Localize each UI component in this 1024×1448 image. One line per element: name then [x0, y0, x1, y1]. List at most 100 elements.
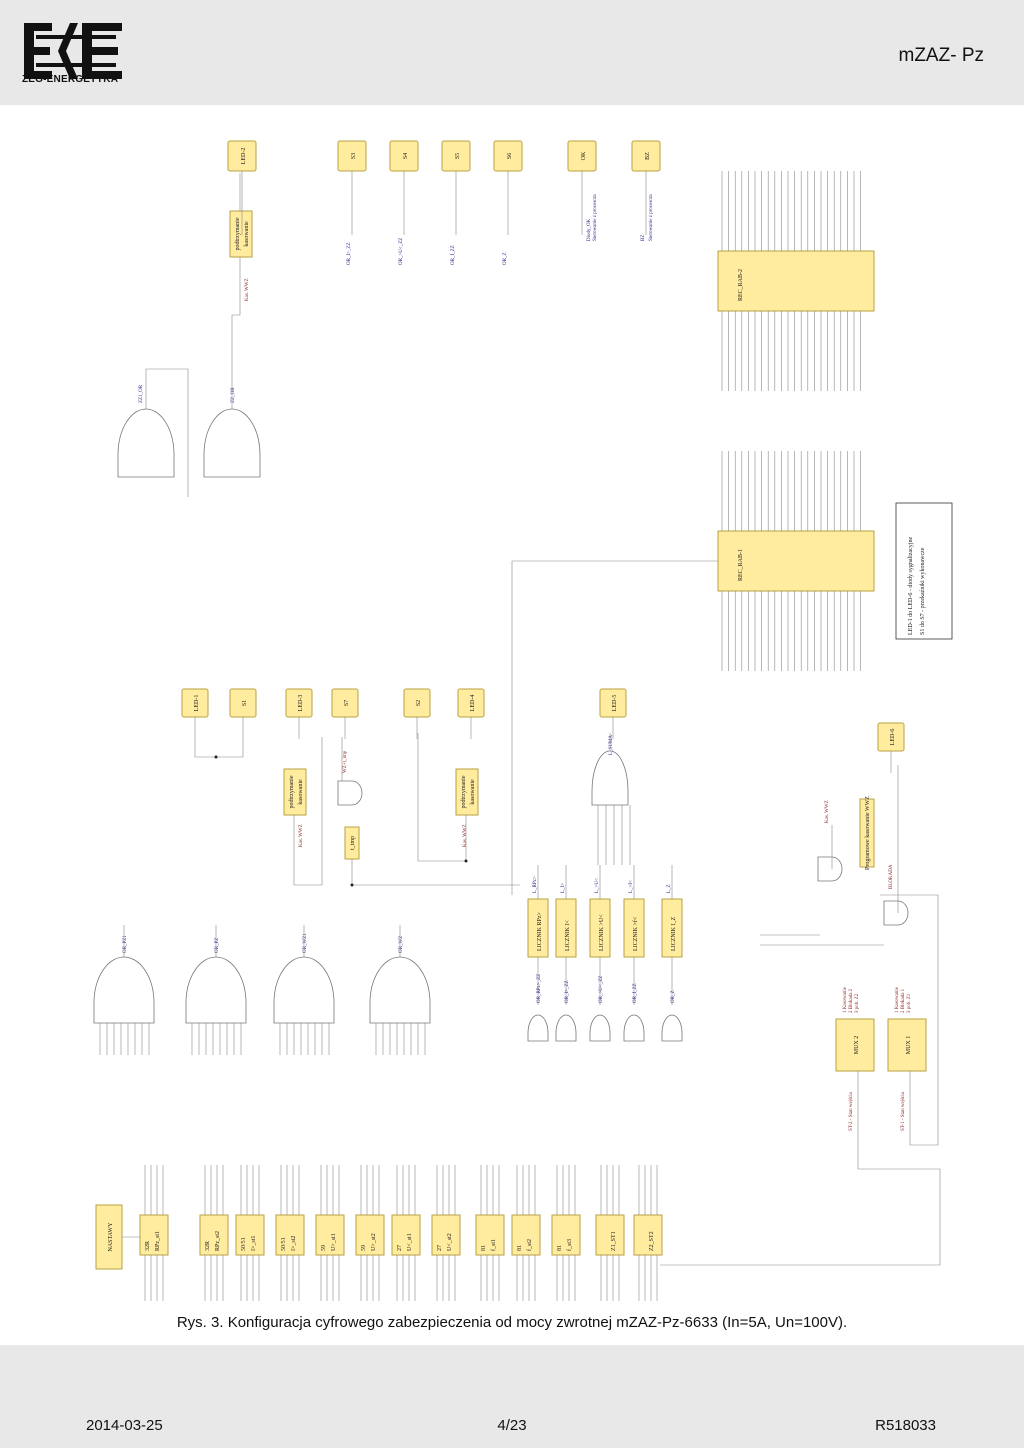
protection-block-name: U<_st1 [407, 1233, 413, 1251]
mux-1-block: MUX 1 [887, 1018, 927, 1072]
lower-or-gate-label: OR_PZ [215, 938, 220, 953]
protection-block-9: 81 f_st1 [475, 1165, 505, 1301]
svg-text:t_imp: t_imp [350, 836, 356, 850]
reset-and-gate [817, 856, 843, 882]
upper-signal-label: OR_Z [503, 253, 508, 266]
rec-block-2: REC_RAB-2 [717, 250, 875, 312]
upper-or-gate-2 [203, 408, 261, 478]
blokada-and-gate [883, 900, 909, 926]
programmable-reset-block: Programowe kasowanie WWZ [859, 796, 875, 870]
output-s1: S1 [229, 688, 257, 739]
protection-block-name: U>_st2 [371, 1233, 377, 1251]
mux-2-label: MUX 2 [854, 1036, 860, 1055]
protection-block-name: RPz_st2 [215, 1231, 221, 1251]
protection-block-name: f_st2 [526, 1239, 533, 1251]
protection-block-code: 50/51 [241, 1237, 247, 1251]
mux-2-block: MUX 2 [835, 1018, 875, 1072]
svg-text:kasowanie: kasowanie [298, 779, 304, 805]
counter-input-label: OR_I>_ZZ [565, 980, 570, 1003]
bz-text-2: Sterowanie z procesora [649, 194, 654, 241]
rec-block-1: REC_RAB-1 [717, 530, 875, 592]
mux-2-input-1: 1 Kasowanie [843, 986, 848, 1013]
lower-or-gate-1: OR_PZ1 [93, 925, 155, 1055]
output-label: S6 [507, 153, 513, 159]
output-label: LED-4 [470, 695, 476, 712]
footer-document-code: R518033 [875, 1417, 936, 1434]
protection-block-code: 59 [361, 1245, 367, 1251]
output-label: S3 [351, 153, 357, 159]
legend-line-2: S1 do S7 - przekaźniki wykonawcze [920, 547, 926, 635]
counter-label: LICZNIK >U< [599, 914, 605, 951]
protection-block-8: 27 U<_st2 [431, 1165, 461, 1301]
counter-output-label: L_Z [667, 884, 672, 893]
protection-block-10: 81 f_st2 [511, 1165, 541, 1301]
counter-output-label: L_>U< [595, 878, 600, 893]
t-imp-block: t_imp [344, 826, 360, 860]
mux-1-output: ST-1 - Stan wejścia [901, 1091, 906, 1131]
protection-block-code: 81 [557, 1245, 563, 1251]
protection-block-1: 32R RPz_st1 [139, 1165, 169, 1301]
counter-output-label: L_>f< [629, 880, 634, 893]
rec-pins [721, 171, 861, 671]
output-label: S7 [344, 700, 350, 706]
upper-signals: OR_I>_ZZ OR_>U<_ZZ OR_f_ZZ OR_Z [347, 238, 508, 265]
upper-or-gate-1 [117, 408, 175, 478]
upper-signal-label: OR_>U<_ZZ [399, 238, 404, 265]
output-label: S1 [242, 700, 248, 706]
svg-text:kasowanie: kasowanie [470, 779, 476, 805]
output-led-3: LED-3 [285, 688, 313, 739]
settings-block: NASTAWY [95, 1204, 123, 1270]
protection-block-code: 32R [145, 1241, 151, 1251]
protection-block-code: 59 [321, 1245, 327, 1251]
mux-1-label: MUX 1 [906, 1036, 912, 1055]
output-label: LED-3 [298, 695, 304, 712]
counter-input-label: OR_Z [671, 991, 676, 1004]
ok-text-2: Sterowanie z procesora [593, 194, 598, 241]
programmable-reset-label: Programowe kasowanie WWZ [865, 796, 871, 870]
protection-block-name: U<_st2 [447, 1233, 453, 1251]
protection-block-7: 27 U<_st1 [391, 1165, 421, 1301]
wz-imp-label: WZ+t_imp [343, 750, 348, 773]
kas-wwz-label-2: Kas. WWZ [463, 824, 468, 847]
bz-text-1: BZ [641, 235, 646, 241]
lower-or-gate-2: OR_PZ [185, 925, 247, 1055]
output-s2: S2 [403, 688, 431, 739]
output-s7: S7 [331, 688, 359, 739]
output-s6: S6 [493, 140, 523, 235]
protection-block-code: 50/51 [281, 1237, 287, 1251]
protection-block-code: 27 [437, 1245, 443, 1251]
hold-reset-block-1: podtrzymanie kasowanie [283, 768, 307, 816]
mux-1-input-1: 1 Kasowanie [895, 986, 900, 1013]
output-led-5: LED-5 [599, 688, 627, 739]
counter-input-label: OR_>U<_ZZ [599, 976, 604, 1003]
protection-block-12: Z1_ST1 [595, 1165, 625, 1301]
mux-2-input-3: 3 pob. Z2 [855, 993, 860, 1013]
lower-outputs: LED-1 S1 LED-3 S7 S2 LED-4 LED-5 LED-6 [181, 688, 905, 773]
svg-text:podtrzymanie: podtrzymanie [235, 217, 241, 250]
logo-text: ZEG-ENERGETYKA [22, 74, 119, 85]
counter-3: LICZNIK >U< L_>U< OR_>U<_ZZ [589, 865, 611, 1042]
hold-reset-block-2: podtrzymanie kasowanie [455, 768, 479, 816]
figure-caption: Rys. 3. Konfiguracja cyfrowego zabezpiec… [176, 1314, 848, 1331]
kas-wwz-label-1: Kas. WWZ [299, 824, 304, 847]
sum-output-label: L_SUMA [609, 735, 614, 755]
kas-wwz-label-3: Kas. WWZ [245, 278, 250, 301]
protection-block-name: Z2_ST2 [649, 1231, 655, 1251]
protection-block-name: f_st3 [566, 1239, 573, 1251]
upper-signal-label: OR_I>_ZZ [347, 242, 352, 265]
protection-block-5: 59 U>_st1 [315, 1165, 345, 1301]
kas-wwz-label-right: Kas. WWZ [825, 800, 830, 823]
output-label: BZ [645, 152, 651, 160]
counter-1: LICZNIK RPz> L_RPz> OR_RPz>_ZZ [527, 865, 549, 1042]
document-code: mZAZ- Pz [898, 45, 985, 66]
output-bz: BZ [631, 140, 661, 235]
counter-label: LICZNIK RPz> [537, 912, 543, 951]
counter-label: LICZNIK >f< [632, 916, 639, 951]
protection-block-4: 50/51 I>_st2 [275, 1165, 305, 1301]
protection-block-name: f_st1 [490, 1239, 497, 1251]
counter-2: LICZNIK I< L_I> OR_I>_ZZ [555, 865, 577, 1042]
legend-box: LED-1 do LED-6 - diody sygnalizacyjne S1… [895, 502, 953, 640]
output-label: OK [581, 151, 587, 160]
output-led-1: LED-1 [181, 688, 209, 739]
counter-output-label: L_RPz> [533, 876, 538, 893]
